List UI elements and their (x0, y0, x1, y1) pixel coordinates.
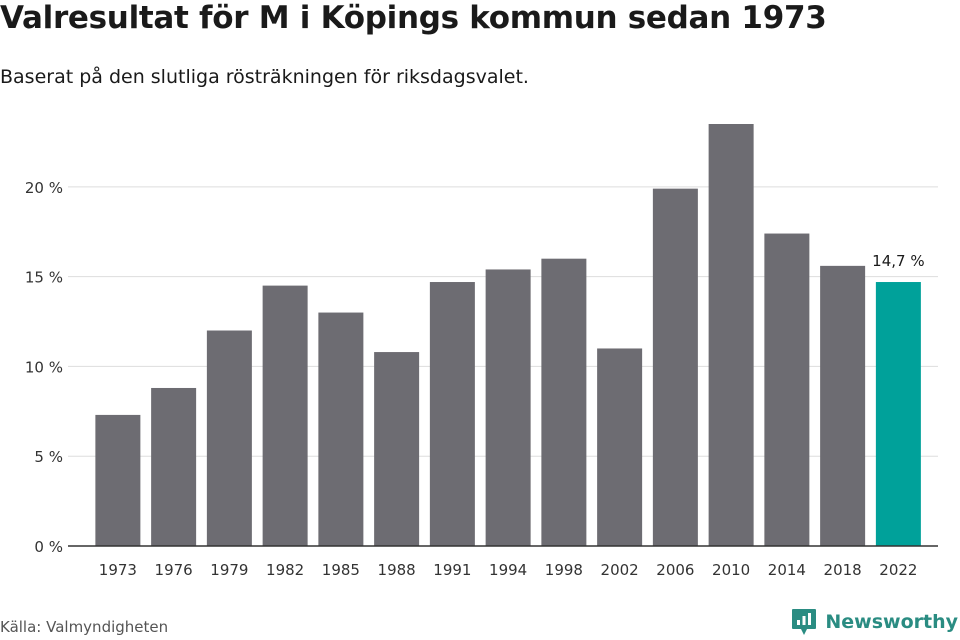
x-tick-label: 2006 (656, 561, 694, 579)
bar-2010 (708, 124, 754, 546)
x-tick-label: 2010 (712, 561, 750, 579)
y-tick-label: 15 % (25, 269, 63, 287)
brand-logo: Newsworthy (791, 608, 958, 636)
x-tick-label: 2014 (768, 561, 806, 579)
source-note: Källa: Valmyndigheten (0, 618, 169, 636)
bar-1979 (206, 330, 252, 546)
x-tick-label: 1979 (210, 561, 248, 579)
chart-subtitle: Baserat på den slutliga rösträkningen fö… (0, 66, 529, 88)
x-tick-label: 1982 (266, 561, 304, 579)
bar-1991 (429, 282, 475, 546)
bars (95, 124, 921, 547)
x-tick-label: 1994 (489, 561, 527, 579)
chart-title: Valresultat för M i Köpings kommun sedan… (0, 0, 827, 36)
bar-chart: 0 %5 %10 %15 %20 % 1973 1976 1979 1982 1985 1… (25, 124, 938, 579)
y-tick-label: 10 % (25, 358, 63, 376)
x-tick-label: 2002 (601, 561, 639, 579)
bar-2022 (875, 282, 921, 546)
bar-1985 (318, 312, 364, 546)
y-tick-label: 20 % (25, 179, 63, 197)
bar-2014 (764, 233, 810, 547)
y-tick-label: 0 % (34, 538, 63, 556)
bar-2002 (597, 348, 643, 546)
x-tick-label: 1985 (322, 561, 360, 579)
bar-1988 (374, 352, 420, 546)
bar-2006 (652, 188, 698, 547)
bar-1976 (151, 387, 197, 546)
brand-name: Newsworthy (825, 611, 958, 633)
bar-2018 (820, 265, 866, 546)
x-tick-label: 1976 (155, 561, 193, 579)
bar-1994 (485, 269, 531, 546)
bar-1973 (95, 414, 141, 546)
x-tick-label: 1988 (378, 561, 416, 579)
x-axis-ticks: 1973 1976 1979 1982 1985 1988 1991 1994 1998 2002… (99, 561, 918, 579)
x-tick-label: 2018 (824, 561, 862, 579)
bar-1998 (541, 258, 587, 546)
newsworthy-logo-icon (792, 609, 817, 635)
y-axis-ticks: 0 % 5 % 10 % 15 % 20 % (25, 179, 63, 556)
y-tick-label: 5 % (34, 448, 63, 466)
bar-1982 (262, 285, 308, 546)
x-tick-label: 1998 (545, 561, 583, 579)
x-tick-label: 2022 (879, 561, 917, 579)
x-tick-label: 1973 (99, 561, 137, 579)
x-tick-label: 1991 (433, 561, 471, 579)
data-labels: 14,7 % (872, 252, 924, 270)
data-label: 14,7 % (872, 252, 924, 270)
